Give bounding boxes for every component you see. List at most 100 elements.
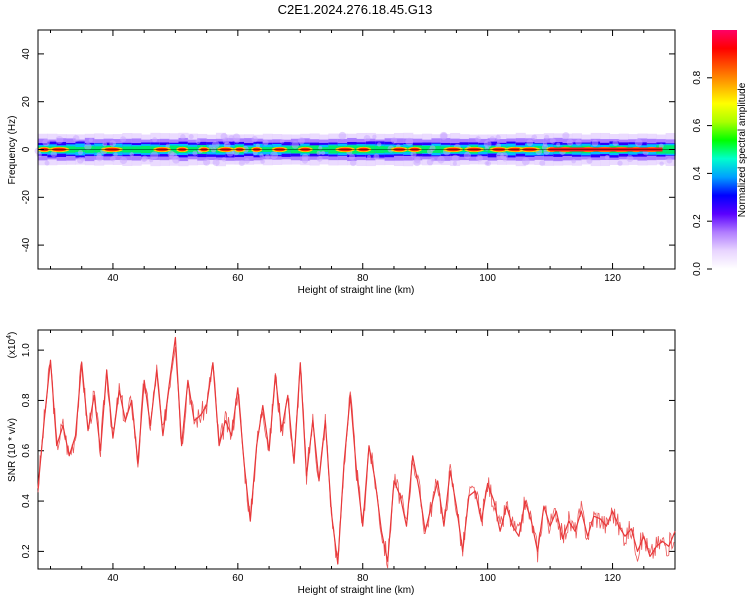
spectrogram-speckle xyxy=(531,134,538,141)
spectrogram-speckle xyxy=(591,139,599,147)
spectrogram-speckle xyxy=(211,140,220,149)
spectrogram-speckle xyxy=(430,157,435,162)
spectrogram-x-tick-label: 60 xyxy=(232,273,244,284)
spectrogram-speckle xyxy=(192,150,198,156)
spectrogram-y-tick-label: -40 xyxy=(21,237,32,252)
spectrogram-speckle xyxy=(350,159,357,167)
spectrogram-speckle xyxy=(437,155,445,164)
spectrogram-speckle xyxy=(301,157,309,164)
snr-x-label: Height of straight line (km) xyxy=(298,585,415,596)
spectrogram-speckle xyxy=(265,154,270,160)
spectrogram-speckle xyxy=(659,161,664,166)
spectrogram-speckle xyxy=(221,157,227,162)
snr-line xyxy=(37,336,676,565)
spectrogram-speckle xyxy=(475,136,481,142)
snr-scale-close: ) xyxy=(7,332,18,335)
spectrogram-speckle xyxy=(440,132,448,140)
spectrogram-speckle xyxy=(251,135,258,143)
spectrogram-x-tick-label: 40 xyxy=(107,273,119,284)
spectrogram-speckle xyxy=(452,161,457,166)
spectrogram-speckle xyxy=(77,156,84,164)
spectrogram-speckle xyxy=(50,150,57,158)
spectrogram-speckle xyxy=(318,146,323,151)
snr-x-tick-label: 40 xyxy=(107,573,119,584)
spectrogram-speckle xyxy=(539,160,546,167)
spectrogram-speckle xyxy=(141,155,148,162)
spectrogram-speckle xyxy=(279,138,285,144)
spectrogram-speckle xyxy=(260,159,265,164)
spectrogram-speckle xyxy=(556,142,561,147)
spectrogram-speckle xyxy=(270,151,278,160)
spectrogram-speckle xyxy=(44,160,50,166)
spectrogram-speckle xyxy=(372,134,377,139)
spectrogram-speckle xyxy=(373,153,380,160)
spectrogram-speckle xyxy=(476,154,483,162)
spectrogram-speckle xyxy=(363,134,371,142)
spectrogram-y-tick-label: 40 xyxy=(21,48,32,60)
spectrogram-x-tick-label: 100 xyxy=(479,273,496,284)
colorbar-tick-label: 0.0 xyxy=(692,262,703,276)
spectrogram-speckle xyxy=(549,137,556,144)
spectrogram-speckle xyxy=(244,158,250,164)
spectrogram-y-label: Frequency (Hz) xyxy=(7,116,18,185)
spectrogram-speckle xyxy=(152,137,158,143)
spectrogram-y-tick-label: 0 xyxy=(21,146,32,152)
spectrogram-speckle xyxy=(484,146,489,151)
spectrogram-speckle xyxy=(634,138,643,147)
snr-x-tick-label: 80 xyxy=(357,573,369,584)
spectrogram-speckle xyxy=(42,138,50,147)
spectrogram-speckle xyxy=(542,141,548,147)
spectrogram-speckle xyxy=(129,152,134,157)
spectrogram-speckle xyxy=(617,160,623,166)
spectrogram-speckle xyxy=(316,150,322,156)
colorbar: 0.0 0.2 0.4 0.6 0.8 Normalized spectral ampl… xyxy=(692,30,748,276)
spectrogram-speckle xyxy=(238,160,245,167)
snr-y-ticks: 0.2 0.4 0.6 0.8 1.0 xyxy=(21,343,675,558)
spectrogram-speckle xyxy=(113,152,118,157)
colorbar-tick-label: 0.6 xyxy=(692,118,703,132)
spectrogram-heat xyxy=(34,131,676,167)
snr-y-tick-label: 0.2 xyxy=(21,544,32,558)
spectrogram-speckle xyxy=(255,143,260,148)
spectrogram-speckle xyxy=(109,140,117,147)
snr-y-tick-label: 1.0 xyxy=(21,343,32,357)
snr-scale-note: (x104) xyxy=(6,332,18,359)
svg-text:(x104): (x104) xyxy=(6,332,18,359)
spectrogram-speckle xyxy=(566,139,574,146)
spectrogram-x-tick-label: 120 xyxy=(604,273,621,284)
snr-line-detail xyxy=(37,346,675,569)
spectrogram-speckle xyxy=(208,144,213,149)
spectrogram-speckle xyxy=(232,133,241,142)
spectrogram-speckle xyxy=(526,139,534,147)
spectrogram-speckle xyxy=(88,138,93,143)
spectrogram-speckle xyxy=(165,143,170,149)
spectrogram-speckle xyxy=(316,155,323,162)
spectrogram-speckle xyxy=(291,141,299,149)
spectrogram-speckle xyxy=(96,152,102,158)
spectrogram-speckle xyxy=(658,143,664,149)
spectrogram-speckle xyxy=(55,136,64,144)
spectrogram-speckle xyxy=(297,137,305,145)
spectrogram-speckle xyxy=(338,131,347,140)
spectrogram-y-tick-label: -20 xyxy=(21,190,32,205)
chart-title: C2E1.2024.276.18.45.G13 xyxy=(278,2,433,17)
spectrogram-speckle xyxy=(119,156,128,165)
spectrogram-speckle xyxy=(612,140,619,146)
spectrogram-speckle xyxy=(544,134,550,140)
spectrogram-panel: 40 60 80 100 120 -40 -20 0 20 40 Height of strai… xyxy=(7,29,676,296)
spectrogram-speckle xyxy=(110,155,116,162)
colorbar-tick-label: 0.2 xyxy=(692,214,703,228)
snr-scale-exponent: 4 xyxy=(6,335,13,339)
spectrogram-speckle xyxy=(203,158,211,166)
spectrogram-speckle xyxy=(562,132,570,140)
snr-series xyxy=(37,336,676,569)
spectrogram-speckle xyxy=(666,157,673,164)
spectrogram-speckle xyxy=(348,153,356,161)
colorbar-tick-label: 0.4 xyxy=(692,166,703,180)
spectrogram-speckle xyxy=(463,151,471,159)
spectrogram-speckle xyxy=(571,158,576,164)
spectrogram-speckle xyxy=(451,154,459,162)
spectrogram-speckle xyxy=(72,135,80,142)
spectrogram-speckle xyxy=(150,151,159,160)
colorbar-label: Normalized spectral amplitude xyxy=(737,82,748,217)
